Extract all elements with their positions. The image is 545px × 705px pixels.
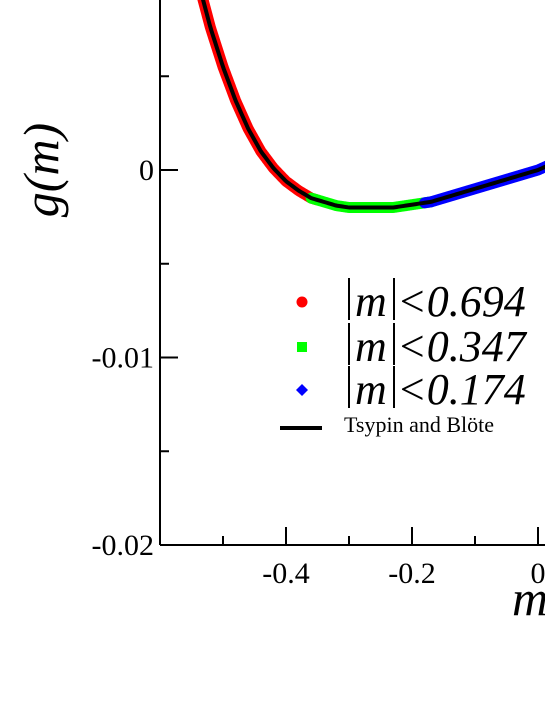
legend-value: <0.694 (397, 277, 526, 326)
legend-symbol: m (355, 365, 387, 414)
series-band-0 (197, 0, 323, 206)
x-tick-label: 0 (531, 557, 545, 590)
legend-symbol: m (355, 322, 387, 371)
y-tick-label: -0.01 (92, 342, 155, 375)
plot-area (197, 0, 545, 213)
legend-marker-diamond (296, 384, 308, 396)
legend-value: <0.174 (397, 365, 526, 414)
axes: 0 -0.01 -0.02 -0.4 -0.2 0 (92, 0, 545, 590)
legend-value: <0.347 (397, 322, 528, 371)
y-tick-label: -0.02 (92, 529, 155, 562)
y-axis-label: g(m) (13, 123, 69, 217)
legend-symbol: m (355, 277, 387, 326)
x-tick-label: -0.2 (388, 557, 436, 590)
x-tick-label: -0.4 (262, 557, 310, 590)
y-tick-label: 0 (139, 154, 154, 187)
x-axis-label: m (512, 570, 545, 626)
legend-marker-square (297, 342, 307, 352)
legend-marker-circle (296, 296, 308, 308)
fit-line (201, 0, 545, 210)
legend-label: Tsypin and Blöte (344, 412, 494, 437)
